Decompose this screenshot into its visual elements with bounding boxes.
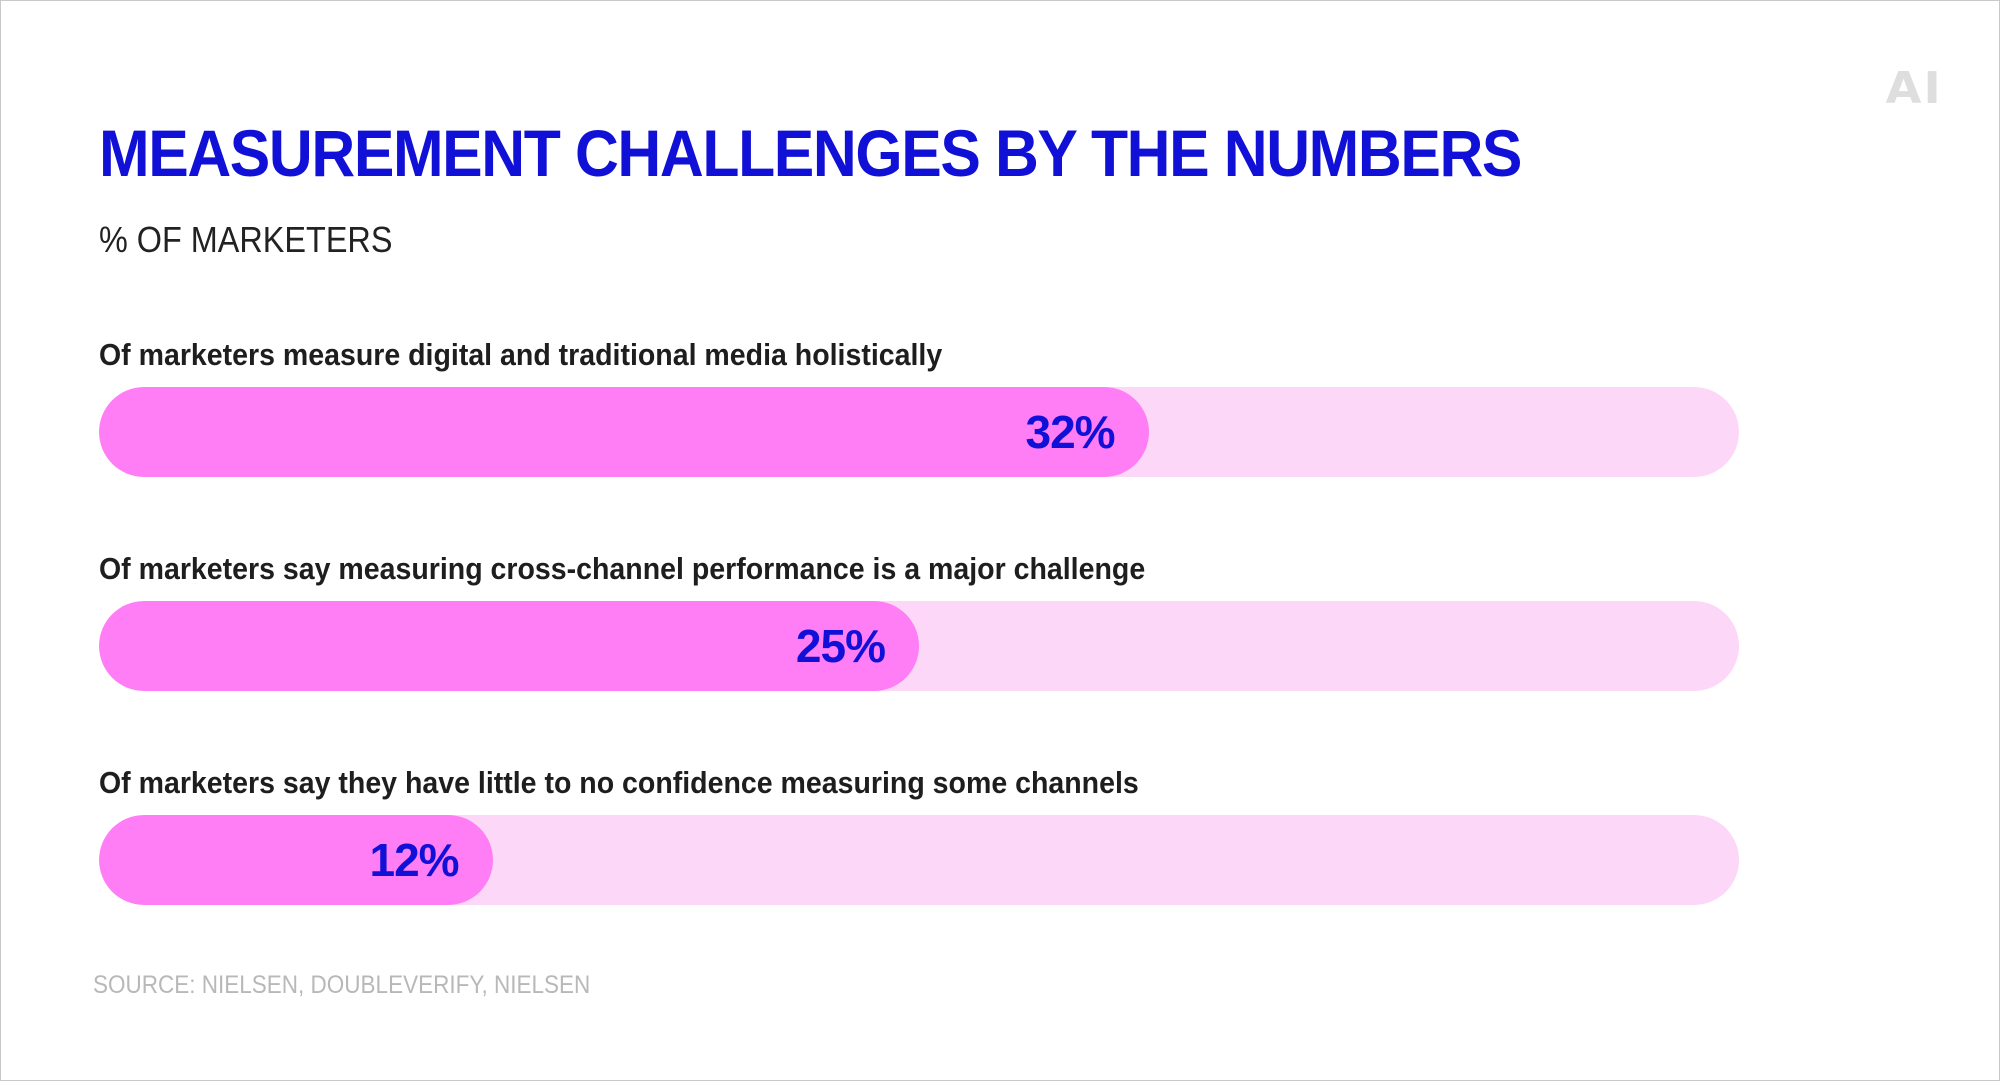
bar-track: 25% <box>99 601 1739 691</box>
bar-label: Of marketers say measuring cross-channel… <box>99 551 1146 586</box>
bar-label: Of marketers say they have little to no … <box>99 765 1139 800</box>
bar-value-label: 12% <box>369 834 460 886</box>
chart-title: MEASUREMENT CHALLENGES BY THE NUMBERS <box>99 116 1522 190</box>
bar-fill <box>99 601 919 691</box>
bar-label: Of marketers measure digital and traditi… <box>99 337 943 372</box>
bar-fill <box>99 815 493 905</box>
bar-value-label: 25% <box>795 620 886 672</box>
brand-logo: AI <box>1885 63 1943 114</box>
bar-track: 12% <box>99 815 1739 905</box>
bar-value-label: 32% <box>1025 406 1116 458</box>
bar-fill <box>99 387 1149 477</box>
source-note: SOURCE: NIELSEN, DOUBLEVERIFY, NIELSEN <box>93 971 591 999</box>
bar-track: 32% <box>99 387 1739 477</box>
chart-subtitle: % OF MARKETERS <box>99 219 393 260</box>
